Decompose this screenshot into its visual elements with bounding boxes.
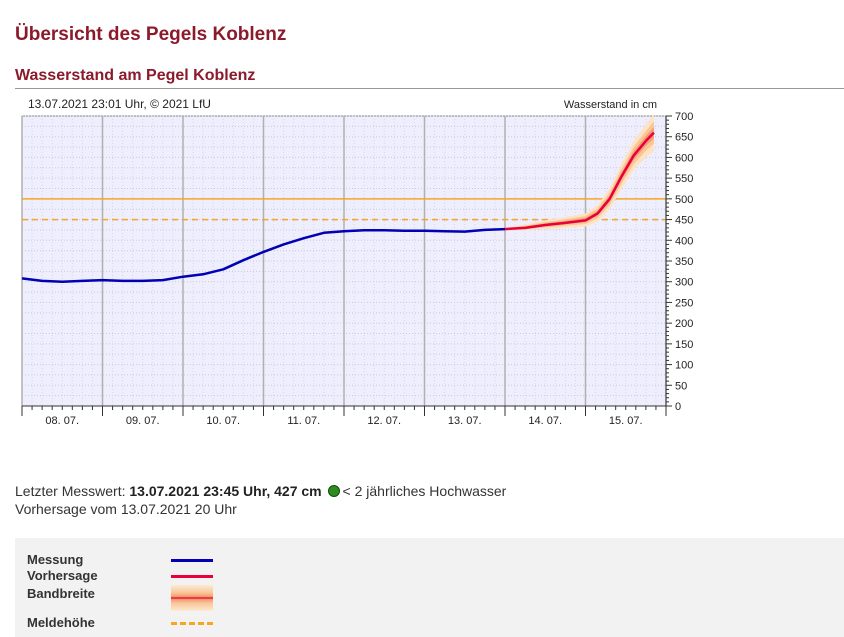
chart-legend: Messung Vorhersage Bandbreite Meldehöhe (15, 538, 844, 637)
x-tick-label: 12. 07. (367, 415, 401, 427)
y-tick-label: 350 (675, 256, 693, 268)
x-tick-label: 14. 07. (528, 415, 562, 427)
x-tick-label: 13. 07. (448, 415, 482, 427)
legend-symbol-messung (171, 559, 213, 562)
y-tick-label: 450 (675, 215, 693, 227)
last-measurement-line: Letzter Messwert: 13.07.2021 23:45 Uhr, … (15, 482, 506, 500)
y-tick-label: 400 (675, 235, 693, 247)
legend-symbol-meldehoehe (171, 622, 213, 625)
section-title: Wasserstand am Pegel Koblenz (15, 67, 256, 84)
measurement-info: Letzter Messwert: 13.07.2021 23:45 Uhr, … (15, 482, 506, 518)
y-tick-label: 700 (675, 111, 693, 123)
y-tick-label: 250 (675, 297, 693, 309)
y-tick-label: 150 (675, 339, 693, 351)
water-level-chart: 13.07.2021 23:01 Uhr, © 2021 LfU Wassers… (20, 92, 700, 432)
forecast-info: Vorhersage vom 13.07.2021 20 Uhr (15, 501, 237, 517)
x-tick-label: 08. 07. (45, 415, 79, 427)
series-line-messung (21, 227, 506, 283)
y-tick-label: 200 (675, 318, 693, 330)
y-tick-label: 0 (675, 401, 681, 413)
last-measurement-label: Letzter Messwert: (15, 483, 126, 499)
x-tick-label: 11. 07. (287, 415, 320, 427)
page-title: Übersicht des Pegels Koblenz (15, 24, 287, 45)
y-tick-label: 300 (675, 277, 693, 289)
legend-label-bandbreite: Bandbreite (27, 586, 95, 601)
y-tick-label: 500 (675, 194, 693, 206)
chart-timestamp: 13.07.2021 23:01 Uhr, © 2021 LfU (28, 97, 211, 111)
legend-label-messung: Messung (27, 552, 84, 567)
x-tick-label: 09. 07. (126, 415, 160, 427)
flood-class-indicator-icon (327, 485, 340, 497)
y-tick-label: 50 (675, 380, 687, 392)
legend-label-vorhersage: Vorhersage (27, 568, 98, 583)
y-axis-unit-label: Wasserstand in cm (564, 99, 657, 111)
y-tick-label: 550 (675, 173, 693, 185)
y-tick-label: 100 (675, 360, 693, 372)
section-divider (15, 88, 844, 89)
series-line-vorhersage (504, 131, 655, 231)
legend-label-meldehoehe: Meldehöhe (27, 615, 95, 630)
legend-symbol-bandbreite (171, 585, 213, 611)
legend-symbol-vorhersage (171, 575, 213, 578)
y-tick-label: 650 (675, 132, 693, 144)
flood-class-text: < 2 jährliches Hochwasser (342, 483, 507, 499)
chart-svg: 13.07.2021 23:01 Uhr, © 2021 LfU Wassers… (21, 97, 693, 427)
x-tick-label: 15. 07. (609, 415, 643, 427)
x-tick-label: 10. 07. (206, 415, 240, 427)
y-tick-label: 600 (675, 152, 693, 164)
last-measurement-value: 13.07.2021 23:45 Uhr, 427 cm (129, 483, 322, 499)
